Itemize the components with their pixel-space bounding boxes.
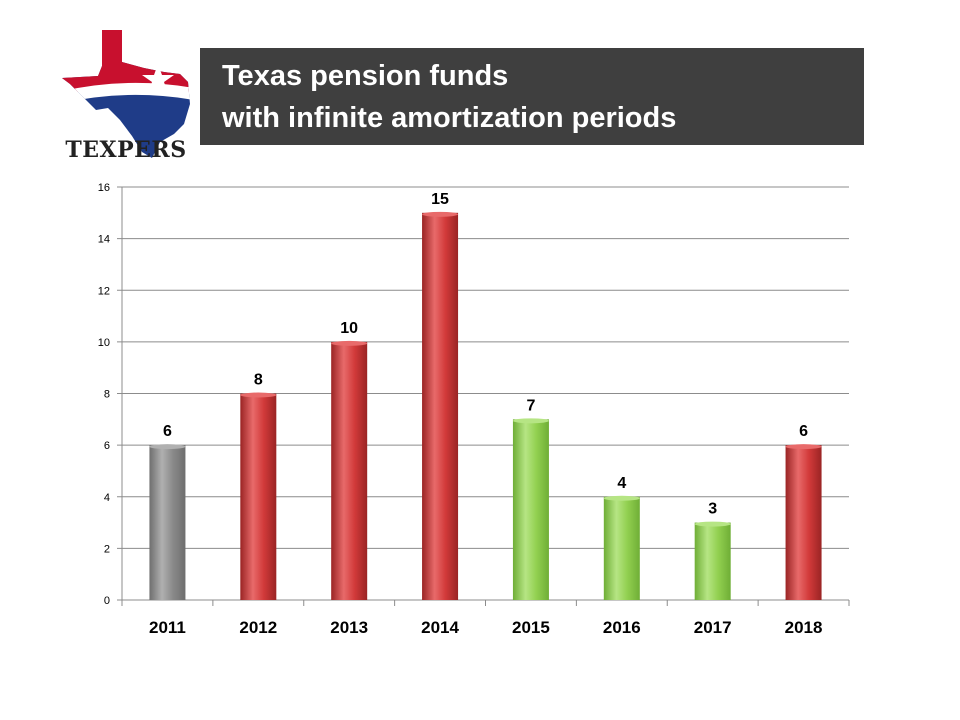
x-tick-label-2012: 2012 bbox=[239, 618, 277, 637]
bar-top-cap bbox=[603, 495, 640, 501]
title-line-2: with infinite amortization periods bbox=[222, 102, 677, 134]
bar-top-cap bbox=[422, 211, 459, 217]
bar-2012 bbox=[240, 392, 277, 600]
y-tick-label: 2 bbox=[104, 543, 110, 555]
bar-2016 bbox=[603, 495, 640, 600]
bar-top-cap bbox=[149, 444, 186, 450]
bar-body bbox=[785, 445, 822, 600]
data-label-2015: 7 bbox=[526, 397, 535, 414]
bar-top-cap bbox=[240, 392, 277, 398]
x-tick-label-2016: 2016 bbox=[603, 618, 641, 637]
y-tick-label: 14 bbox=[98, 234, 110, 246]
y-tick-label: 0 bbox=[104, 595, 110, 607]
data-label-2013: 10 bbox=[340, 320, 358, 337]
bar-top-cap bbox=[512, 418, 549, 424]
bar-body bbox=[422, 212, 459, 600]
bars bbox=[149, 211, 822, 600]
bar-top-cap bbox=[331, 340, 368, 346]
x-tick-label-2015: 2015 bbox=[512, 618, 550, 637]
y-tick-label: 10 bbox=[98, 337, 110, 349]
logo-wordmark: TEXPERS bbox=[65, 137, 186, 163]
axes bbox=[121, 187, 850, 606]
y-tick-label: 16 bbox=[98, 182, 110, 194]
bar-body bbox=[331, 341, 368, 600]
data-label-2011: 6 bbox=[163, 423, 172, 440]
data-labels: 6 2011 8 2012 10 2013 15 2014 7 2015 4 2016 3 2017 6 20… bbox=[149, 191, 822, 637]
gridlines: 0 2 4 6 8 10 12 14 16 bbox=[98, 182, 849, 607]
data-label-2016: 4 bbox=[617, 475, 626, 492]
data-label-2012: 8 bbox=[254, 372, 263, 389]
x-tick-label-2011: 2011 bbox=[149, 618, 186, 637]
star-icon bbox=[142, 64, 174, 94]
x-tick-label-2013: 2013 bbox=[330, 618, 368, 637]
bar-2013 bbox=[331, 340, 368, 600]
bar-body bbox=[694, 522, 731, 600]
bar-2018 bbox=[785, 444, 822, 600]
x-tick-label-2017: 2017 bbox=[694, 618, 732, 637]
data-label-2017: 3 bbox=[708, 501, 717, 518]
x-tick-label-2014: 2014 bbox=[421, 618, 459, 637]
bar-body bbox=[512, 419, 549, 600]
bar-2011 bbox=[149, 444, 186, 600]
bar-body bbox=[149, 445, 186, 600]
y-tick-label: 6 bbox=[104, 440, 110, 452]
data-label-2014: 15 bbox=[431, 191, 449, 208]
x-tick-label-2018: 2018 bbox=[785, 618, 823, 637]
texpers-logo: TEXPERS bbox=[62, 30, 190, 163]
bar-2014 bbox=[422, 211, 459, 600]
y-tick-label: 4 bbox=[104, 492, 110, 504]
y-tick-label: 12 bbox=[98, 285, 110, 297]
bar-top-cap bbox=[785, 444, 822, 450]
title-line-1: Texas pension funds bbox=[222, 60, 509, 92]
bar-body bbox=[603, 496, 640, 600]
bar-2015 bbox=[512, 418, 549, 600]
bar-top-cap bbox=[694, 521, 731, 527]
bar-2017 bbox=[694, 521, 731, 600]
data-label-2018: 6 bbox=[799, 423, 808, 440]
bar-body bbox=[240, 393, 277, 600]
title-banner: Texas pension funds with infinite amorti… bbox=[200, 48, 864, 145]
y-tick-label: 8 bbox=[104, 389, 110, 401]
